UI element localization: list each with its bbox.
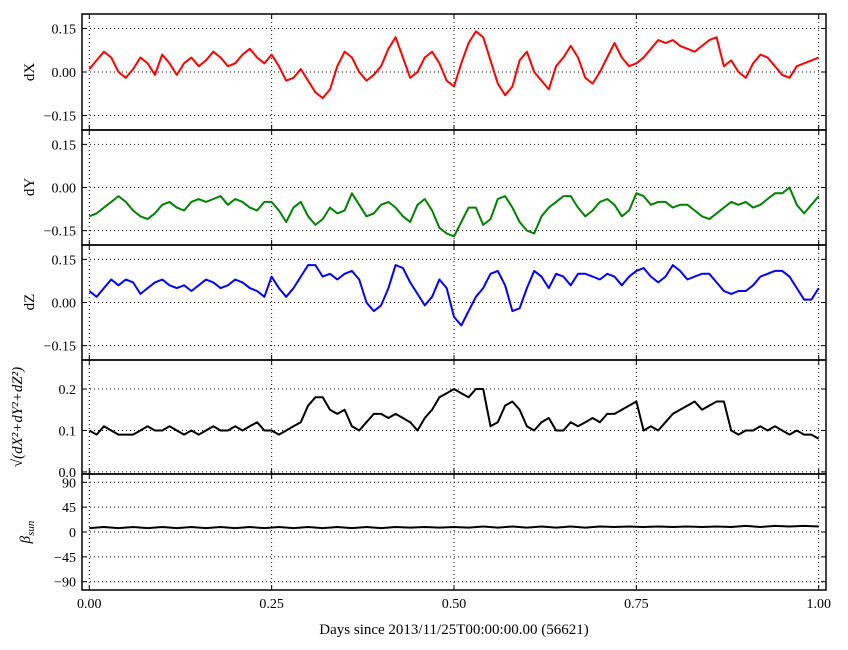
y-tick-label: 0.00 xyxy=(52,297,77,312)
panel-1: −0.15 0.00 0.15 dX xyxy=(22,13,827,131)
x-tick-label: 1.00 xyxy=(806,597,831,612)
y-tick-label: 45 xyxy=(62,501,76,516)
panel-4: 0.0 0.1 0.2 √(dX²+dY²+dZ²) xyxy=(10,359,827,481)
x-axis-label: Days since 2013/11/25T00:00:00.00 (56621… xyxy=(319,622,588,638)
y-tick-label: 0.00 xyxy=(52,182,77,197)
series-line xyxy=(89,524,819,530)
panel-5: −90 −45 0 45 90 βsun 0.00 0.25 0.50 0.75 1.00 xyxy=(18,473,831,612)
series-line xyxy=(88,30,820,100)
y-axis-label: √(dX²+dY²+dZ²) xyxy=(10,367,26,467)
y-axis-label: dX xyxy=(22,63,38,82)
y-axis-label: dY xyxy=(22,178,38,197)
y-tick-label: 0.15 xyxy=(52,138,77,153)
y-tick-label: 0.15 xyxy=(52,23,77,38)
y-tick-label: 0.1 xyxy=(59,424,77,439)
series-line xyxy=(88,264,820,327)
y-tick-label: −90 xyxy=(54,576,76,591)
series-line xyxy=(88,388,820,440)
panel-3: −0.15 0.00 0.15 dZ xyxy=(22,244,827,361)
panel-2: −0.15 0.00 0.15 dY xyxy=(22,129,827,246)
x-tick-label: 0.50 xyxy=(442,597,467,612)
x-tick-label: 0.75 xyxy=(624,597,649,612)
y-tick-label: −45 xyxy=(54,551,76,566)
y-tick-label: 0.15 xyxy=(52,253,77,268)
y-tick-label: −0.15 xyxy=(44,340,76,355)
y-tick-label: 0.00 xyxy=(52,66,77,81)
x-tick-label: 0.25 xyxy=(259,597,284,612)
y-axis-label: βsun xyxy=(18,520,37,544)
y-tick-label: 0 xyxy=(69,526,76,541)
x-tick-label: 0.00 xyxy=(77,597,102,612)
y-tick-label: 0.2 xyxy=(59,383,77,398)
y-axis-label: dZ xyxy=(22,294,38,311)
y-tick-label: −0.15 xyxy=(44,225,76,240)
series-line xyxy=(88,186,820,238)
y-tick-label: 0.0 xyxy=(59,466,77,481)
y-tick-label: 90 xyxy=(62,476,76,491)
y-tick-label: −0.15 xyxy=(44,110,76,125)
